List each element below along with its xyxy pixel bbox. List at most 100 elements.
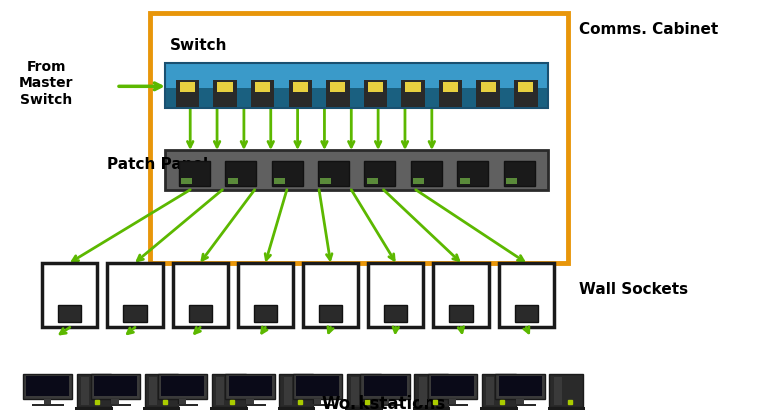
FancyBboxPatch shape bbox=[216, 377, 225, 405]
FancyBboxPatch shape bbox=[213, 80, 237, 107]
FancyBboxPatch shape bbox=[369, 404, 401, 406]
FancyBboxPatch shape bbox=[99, 404, 131, 406]
FancyBboxPatch shape bbox=[31, 404, 64, 406]
FancyBboxPatch shape bbox=[44, 399, 51, 404]
FancyBboxPatch shape bbox=[143, 407, 180, 409]
FancyBboxPatch shape bbox=[81, 377, 90, 405]
FancyBboxPatch shape bbox=[166, 404, 199, 406]
FancyBboxPatch shape bbox=[161, 376, 204, 396]
FancyBboxPatch shape bbox=[91, 374, 140, 399]
FancyBboxPatch shape bbox=[495, 374, 545, 399]
FancyBboxPatch shape bbox=[94, 376, 137, 396]
FancyBboxPatch shape bbox=[368, 263, 423, 327]
FancyBboxPatch shape bbox=[26, 376, 69, 396]
FancyBboxPatch shape bbox=[77, 374, 110, 407]
FancyBboxPatch shape bbox=[459, 178, 470, 184]
FancyBboxPatch shape bbox=[274, 178, 285, 184]
FancyBboxPatch shape bbox=[506, 178, 517, 184]
FancyBboxPatch shape bbox=[331, 82, 345, 92]
FancyBboxPatch shape bbox=[279, 374, 313, 407]
FancyBboxPatch shape bbox=[504, 404, 536, 406]
FancyBboxPatch shape bbox=[234, 404, 266, 406]
FancyBboxPatch shape bbox=[476, 80, 500, 107]
FancyBboxPatch shape bbox=[229, 376, 272, 396]
FancyBboxPatch shape bbox=[480, 407, 518, 409]
FancyBboxPatch shape bbox=[411, 161, 442, 186]
FancyBboxPatch shape bbox=[439, 80, 463, 107]
FancyBboxPatch shape bbox=[364, 376, 407, 396]
FancyBboxPatch shape bbox=[179, 399, 186, 404]
FancyBboxPatch shape bbox=[75, 407, 113, 409]
FancyBboxPatch shape bbox=[515, 305, 538, 322]
Text: Switch: Switch bbox=[170, 38, 228, 53]
FancyBboxPatch shape bbox=[284, 377, 292, 405]
FancyBboxPatch shape bbox=[23, 374, 72, 399]
FancyBboxPatch shape bbox=[516, 399, 524, 404]
FancyBboxPatch shape bbox=[218, 82, 232, 92]
FancyBboxPatch shape bbox=[482, 374, 515, 407]
FancyBboxPatch shape bbox=[514, 80, 538, 107]
FancyBboxPatch shape bbox=[449, 305, 472, 322]
FancyBboxPatch shape bbox=[486, 377, 495, 405]
Text: Wall Sockets: Wall Sockets bbox=[579, 282, 688, 297]
FancyBboxPatch shape bbox=[42, 263, 97, 327]
Text: Workstations: Workstations bbox=[321, 395, 446, 413]
FancyBboxPatch shape bbox=[428, 374, 477, 399]
FancyBboxPatch shape bbox=[149, 377, 157, 405]
FancyBboxPatch shape bbox=[173, 263, 228, 327]
FancyBboxPatch shape bbox=[368, 82, 383, 92]
FancyBboxPatch shape bbox=[381, 399, 389, 404]
FancyBboxPatch shape bbox=[419, 377, 427, 405]
FancyBboxPatch shape bbox=[367, 178, 377, 184]
FancyBboxPatch shape bbox=[176, 80, 199, 107]
FancyBboxPatch shape bbox=[293, 374, 342, 399]
FancyBboxPatch shape bbox=[549, 374, 583, 407]
FancyBboxPatch shape bbox=[212, 374, 245, 407]
FancyBboxPatch shape bbox=[225, 161, 256, 186]
FancyBboxPatch shape bbox=[238, 263, 293, 327]
FancyBboxPatch shape bbox=[179, 161, 209, 186]
FancyBboxPatch shape bbox=[351, 377, 360, 405]
FancyBboxPatch shape bbox=[518, 82, 533, 92]
FancyBboxPatch shape bbox=[225, 374, 275, 399]
FancyBboxPatch shape bbox=[436, 404, 469, 406]
FancyBboxPatch shape bbox=[251, 80, 275, 107]
FancyBboxPatch shape bbox=[319, 305, 342, 322]
FancyBboxPatch shape bbox=[318, 161, 349, 186]
FancyBboxPatch shape bbox=[301, 404, 334, 406]
FancyBboxPatch shape bbox=[431, 376, 474, 396]
FancyBboxPatch shape bbox=[504, 161, 535, 186]
FancyBboxPatch shape bbox=[107, 263, 163, 327]
FancyBboxPatch shape bbox=[180, 82, 195, 92]
FancyBboxPatch shape bbox=[189, 305, 212, 322]
FancyBboxPatch shape bbox=[293, 82, 308, 92]
FancyBboxPatch shape bbox=[165, 63, 548, 88]
FancyBboxPatch shape bbox=[364, 80, 387, 107]
FancyBboxPatch shape bbox=[364, 161, 395, 186]
FancyBboxPatch shape bbox=[554, 377, 562, 405]
FancyBboxPatch shape bbox=[296, 376, 339, 396]
FancyBboxPatch shape bbox=[413, 407, 450, 409]
FancyBboxPatch shape bbox=[111, 399, 119, 404]
FancyBboxPatch shape bbox=[123, 305, 146, 322]
FancyBboxPatch shape bbox=[144, 374, 178, 407]
FancyBboxPatch shape bbox=[548, 407, 585, 409]
FancyBboxPatch shape bbox=[314, 399, 321, 404]
FancyBboxPatch shape bbox=[384, 305, 407, 322]
FancyBboxPatch shape bbox=[158, 374, 207, 399]
FancyBboxPatch shape bbox=[246, 399, 254, 404]
FancyBboxPatch shape bbox=[347, 374, 380, 407]
FancyBboxPatch shape bbox=[449, 399, 456, 404]
FancyBboxPatch shape bbox=[210, 407, 248, 409]
FancyBboxPatch shape bbox=[433, 263, 489, 327]
FancyBboxPatch shape bbox=[165, 150, 548, 190]
FancyBboxPatch shape bbox=[303, 263, 358, 327]
FancyBboxPatch shape bbox=[165, 88, 548, 108]
FancyBboxPatch shape bbox=[228, 178, 239, 184]
FancyBboxPatch shape bbox=[481, 82, 495, 92]
FancyBboxPatch shape bbox=[288, 80, 312, 107]
FancyBboxPatch shape bbox=[457, 161, 488, 186]
FancyBboxPatch shape bbox=[150, 13, 568, 263]
Text: From
Master
Switch: From Master Switch bbox=[19, 60, 74, 107]
FancyBboxPatch shape bbox=[443, 82, 458, 92]
